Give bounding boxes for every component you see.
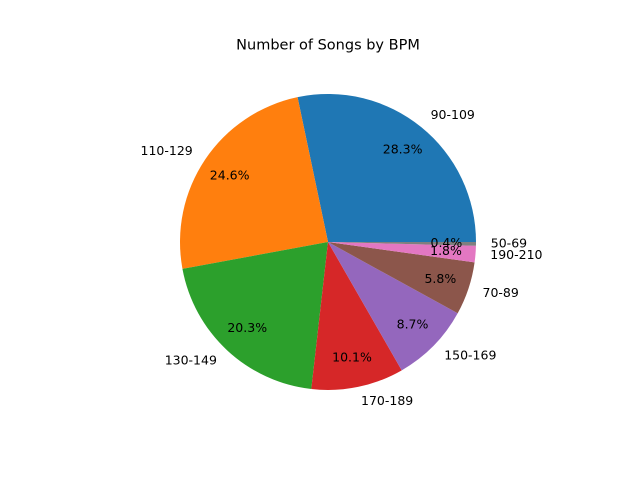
pie-slice-150-169 bbox=[328, 242, 458, 371]
pie-slice-170-189 bbox=[311, 242, 402, 390]
pie-slice-50-69 bbox=[328, 242, 476, 246]
slice-label-110-129: 110-129 bbox=[141, 143, 193, 158]
slice-percent-190-210: 1.8% bbox=[430, 243, 462, 258]
slice-percent-110-129: 24.6% bbox=[210, 168, 250, 183]
pie-slice-110-129 bbox=[179, 97, 328, 269]
slice-label-90-109: 90-109 bbox=[431, 107, 475, 122]
slice-percent-170-189: 10.1% bbox=[332, 349, 372, 364]
slice-label-170-189: 170-189 bbox=[361, 393, 413, 408]
pie-slice-130-149 bbox=[182, 242, 328, 390]
slice-percent-130-149: 20.3% bbox=[227, 320, 267, 335]
slice-label-150-169: 150-169 bbox=[444, 348, 496, 363]
chart-title: Number of Songs by BPM bbox=[236, 38, 420, 54]
slice-label-190-210: 190-210 bbox=[490, 247, 542, 262]
pie-slice-70-89 bbox=[328, 242, 475, 314]
pie-slice-190-210 bbox=[328, 242, 476, 263]
pie-slices bbox=[179, 93, 476, 390]
slice-label-50-69: 50-69 bbox=[491, 236, 527, 251]
pie-labels: 90-109 28.3% 110-129 24.6% 130-149 20.3% 170-1… bbox=[141, 107, 543, 408]
slice-label-70-89: 70-89 bbox=[483, 285, 519, 300]
slice-percent-70-89: 5.8% bbox=[424, 271, 456, 286]
slice-percent-90-109: 28.3% bbox=[383, 142, 423, 157]
slice-percent-150-169: 8.7% bbox=[397, 316, 429, 331]
slice-label-130-149: 130-149 bbox=[165, 353, 217, 368]
pie-slice-90-109 bbox=[297, 93, 476, 242]
slice-percent-50-69: 0.4% bbox=[431, 235, 463, 250]
